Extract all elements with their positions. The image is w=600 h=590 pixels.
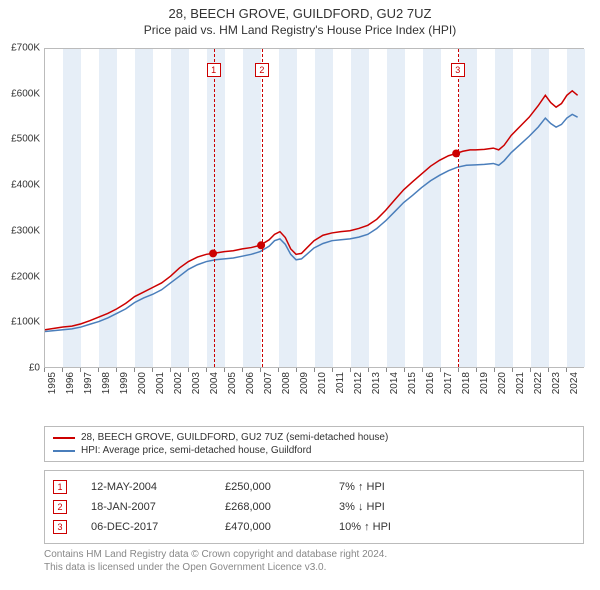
x-tick-label: 2023 [551, 372, 562, 394]
transaction-marker: 2 [255, 63, 269, 77]
y-tick-label: £100K [11, 317, 40, 328]
transaction-number: 3 [53, 520, 67, 534]
series-line [45, 91, 578, 330]
legend-swatch [53, 437, 75, 439]
x-tick-label: 2019 [479, 372, 490, 394]
transaction-dot [452, 149, 460, 157]
y-tick-label: £0 [29, 363, 40, 374]
transaction-diff: 7% ↑ HPI [339, 481, 385, 493]
y-tick-label: £500K [11, 134, 40, 145]
x-tick-label: 2017 [443, 372, 454, 394]
transaction-number: 1 [53, 480, 67, 494]
x-tick-label: 2000 [137, 372, 148, 394]
footer-line2: This data is licensed under the Open Gov… [44, 561, 584, 574]
y-tick-label: £400K [11, 180, 40, 191]
chart-container: 28, BEECH GROVE, GUILDFORD, GU2 7UZ Pric… [0, 0, 600, 590]
transactions-table: 1 12-MAY-2004 £250,000 7% ↑ HPI 2 18-JAN-2007… [44, 470, 584, 544]
transaction-row: 1 12-MAY-2004 £250,000 7% ↑ HPI [53, 477, 575, 497]
transaction-vline [262, 49, 263, 367]
x-tick-label: 1998 [101, 372, 112, 394]
x-tick-label: 1996 [65, 372, 76, 394]
x-tick-label: 2003 [191, 372, 202, 394]
transaction-number: 2 [53, 500, 67, 514]
x-tick-label: 1995 [47, 372, 58, 394]
transaction-price: £268,000 [225, 501, 315, 513]
transaction-row: 3 06-DEC-2017 £470,000 10% ↑ HPI [53, 517, 575, 537]
x-tick-label: 2012 [353, 372, 364, 394]
x-tick-label: 2007 [263, 372, 274, 394]
title-block: 28, BEECH GROVE, GUILDFORD, GU2 7UZ Pric… [0, 0, 600, 39]
footer-line1: Contains HM Land Registry data © Crown c… [44, 548, 584, 561]
chart-plot-area: 1 2 3 [44, 48, 584, 368]
title-address: 28, BEECH GROVE, GUILDFORD, GU2 7UZ [0, 6, 600, 21]
x-tick-label: 2011 [335, 372, 346, 394]
x-tick-label: 2020 [497, 372, 508, 394]
x-tick-label: 1999 [119, 372, 130, 394]
transaction-vline [214, 49, 215, 367]
legend-label: 28, BEECH GROVE, GUILDFORD, GU2 7UZ (sem… [81, 432, 388, 443]
x-tick-label: 2024 [569, 372, 580, 394]
x-tick-label: 1997 [83, 372, 94, 394]
chart-svg [45, 49, 583, 367]
series-line [45, 114, 578, 331]
x-tick-label: 2018 [461, 372, 472, 394]
transaction-vline [458, 49, 459, 367]
x-tick-label: 2008 [281, 372, 292, 394]
transaction-marker: 3 [451, 63, 465, 77]
x-tick-label: 2002 [173, 372, 184, 394]
x-tick-label: 2001 [155, 372, 166, 394]
x-tick-label: 2005 [227, 372, 238, 394]
transaction-marker: 1 [207, 63, 221, 77]
x-tick-label: 2015 [407, 372, 418, 394]
x-tick-label: 2004 [209, 372, 220, 394]
x-tick-label: 2010 [317, 372, 328, 394]
y-tick-label: £200K [11, 271, 40, 282]
transaction-row: 2 18-JAN-2007 £268,000 3% ↓ HPI [53, 497, 575, 517]
y-tick-label: £700K [11, 43, 40, 54]
y-tick-label: £300K [11, 225, 40, 236]
x-tick-label: 2006 [245, 372, 256, 394]
x-tick-label: 2016 [425, 372, 436, 394]
y-tick-label: £600K [11, 88, 40, 99]
x-tick-label: 2021 [515, 372, 526, 394]
legend-box: 28, BEECH GROVE, GUILDFORD, GU2 7UZ (sem… [44, 426, 584, 462]
footer-attribution: Contains HM Land Registry data © Crown c… [44, 548, 584, 574]
transaction-price: £470,000 [225, 521, 315, 533]
x-axis: 1995 1996 1997 1998 1999 2000 2001 2002 2003 2004… [44, 368, 584, 422]
x-tick-label: 2013 [371, 372, 382, 394]
legend-item: HPI: Average price, semi-detached house,… [53, 444, 575, 457]
y-axis: £0£100K£200K£300K£400K£500K£600K£700K [0, 48, 44, 368]
x-tick-label: 2009 [299, 372, 310, 394]
legend-swatch [53, 450, 75, 452]
transaction-date: 06-DEC-2017 [91, 521, 201, 533]
transaction-diff: 10% ↑ HPI [339, 521, 391, 533]
legend-item: 28, BEECH GROVE, GUILDFORD, GU2 7UZ (sem… [53, 431, 575, 444]
title-subtitle: Price paid vs. HM Land Registry's House … [0, 23, 600, 37]
transaction-price: £250,000 [225, 481, 315, 493]
x-tick-label: 2022 [533, 372, 544, 394]
x-tick-label: 2014 [389, 372, 400, 394]
legend-label: HPI: Average price, semi-detached house,… [81, 445, 312, 456]
transaction-date: 12-MAY-2004 [91, 481, 201, 493]
transaction-date: 18-JAN-2007 [91, 501, 201, 513]
transaction-diff: 3% ↓ HPI [339, 501, 385, 513]
